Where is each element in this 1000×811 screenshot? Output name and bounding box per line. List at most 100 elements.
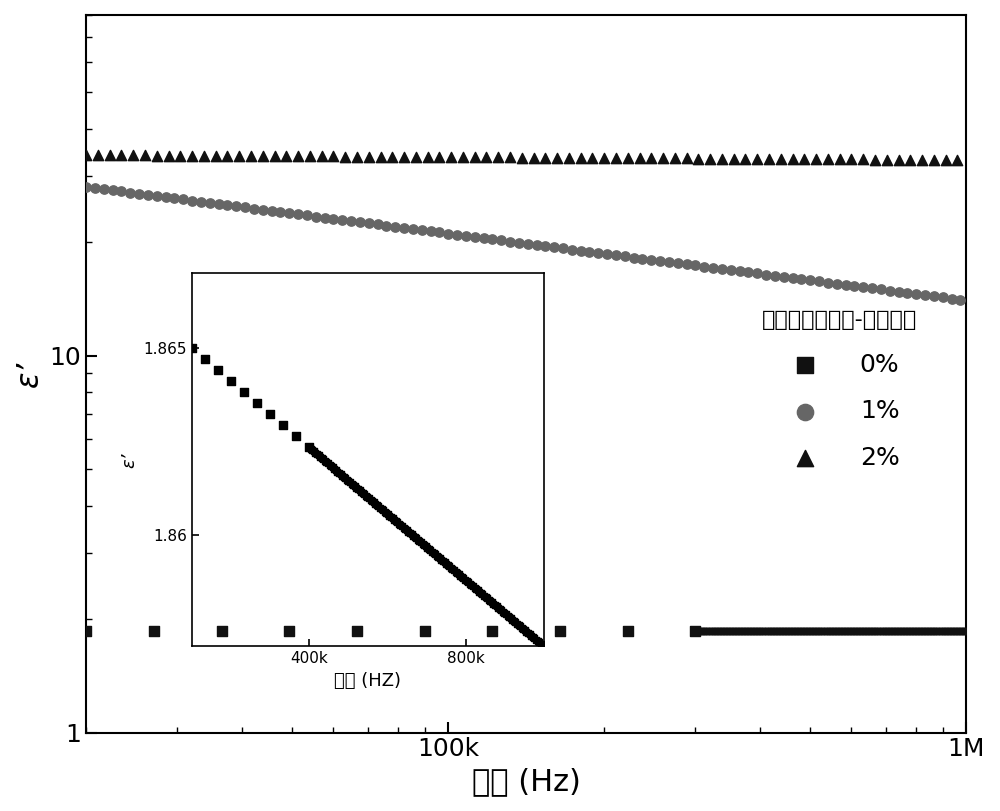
0% <box>417 624 433 637</box>
Point <box>923 624 939 637</box>
Point <box>772 624 788 637</box>
1% <box>952 293 968 306</box>
Point <box>872 624 888 637</box>
Point <box>725 624 741 637</box>
Point <box>789 624 805 637</box>
Point <box>813 624 829 637</box>
2% <box>113 149 129 162</box>
Point <box>830 624 846 637</box>
1% <box>740 266 756 279</box>
Point <box>878 624 894 637</box>
2% <box>208 149 224 162</box>
Point <box>802 624 818 637</box>
2% <box>584 152 600 165</box>
2% <box>455 151 471 164</box>
2% <box>184 149 200 162</box>
1% <box>661 255 677 268</box>
Point <box>743 624 759 637</box>
Point <box>799 624 815 637</box>
2% <box>149 149 165 162</box>
Point <box>905 624 921 637</box>
1% <box>573 244 589 257</box>
2% <box>467 151 483 164</box>
Point <box>958 624 974 637</box>
2% <box>891 153 907 166</box>
Point <box>931 624 947 637</box>
Point <box>727 624 743 637</box>
Point <box>701 624 717 637</box>
2% <box>632 152 648 165</box>
Point <box>769 624 785 637</box>
Point <box>840 624 856 637</box>
Point <box>945 624 961 637</box>
1% <box>891 285 907 298</box>
1% <box>272 205 288 218</box>
2% <box>90 148 106 161</box>
2% <box>325 150 341 163</box>
Point <box>801 624 817 637</box>
Point <box>824 624 840 637</box>
2% <box>349 150 365 163</box>
Point <box>796 624 812 637</box>
2% <box>914 153 930 166</box>
Point <box>822 624 838 637</box>
2% <box>808 152 824 165</box>
Point <box>692 624 708 637</box>
1% <box>440 227 456 240</box>
1% <box>255 204 271 217</box>
2% <box>773 152 789 165</box>
1% <box>590 247 606 260</box>
0% <box>281 624 297 637</box>
2% <box>255 149 271 162</box>
Point <box>781 624 797 637</box>
2% <box>314 150 330 163</box>
Point <box>890 624 906 637</box>
Point <box>922 624 938 637</box>
2% <box>726 152 742 165</box>
1% <box>785 272 801 285</box>
Point <box>724 624 740 637</box>
1% <box>793 272 809 285</box>
Point <box>942 624 958 637</box>
2% <box>243 149 259 162</box>
1% <box>325 212 341 225</box>
Point <box>786 624 802 637</box>
Point <box>939 624 955 637</box>
1% <box>166 192 182 205</box>
Point <box>908 624 924 637</box>
1% <box>87 182 103 195</box>
Point <box>928 624 944 637</box>
2% <box>526 151 542 164</box>
2% <box>431 151 447 164</box>
2% <box>137 149 153 162</box>
Point <box>777 624 793 637</box>
2% <box>620 152 636 165</box>
Point <box>712 624 728 637</box>
1% <box>529 238 545 251</box>
Point <box>886 624 902 637</box>
1% <box>626 251 642 264</box>
Point <box>718 624 734 637</box>
1% <box>908 287 924 300</box>
Point <box>762 624 778 637</box>
1% <box>343 215 359 228</box>
1% <box>396 221 412 234</box>
1% <box>78 180 94 193</box>
Point <box>731 624 747 637</box>
Point <box>929 624 945 637</box>
1% <box>370 218 386 231</box>
Point <box>893 624 909 637</box>
Point <box>880 624 896 637</box>
Point <box>763 624 779 637</box>
Point <box>846 624 862 637</box>
1% <box>96 182 112 195</box>
Point <box>810 624 826 637</box>
1% <box>599 247 615 260</box>
Point <box>730 624 746 637</box>
2% <box>643 152 659 165</box>
1% <box>299 209 315 222</box>
Point <box>790 624 806 637</box>
Point <box>811 624 827 637</box>
1% <box>899 286 915 299</box>
2% <box>219 149 235 162</box>
